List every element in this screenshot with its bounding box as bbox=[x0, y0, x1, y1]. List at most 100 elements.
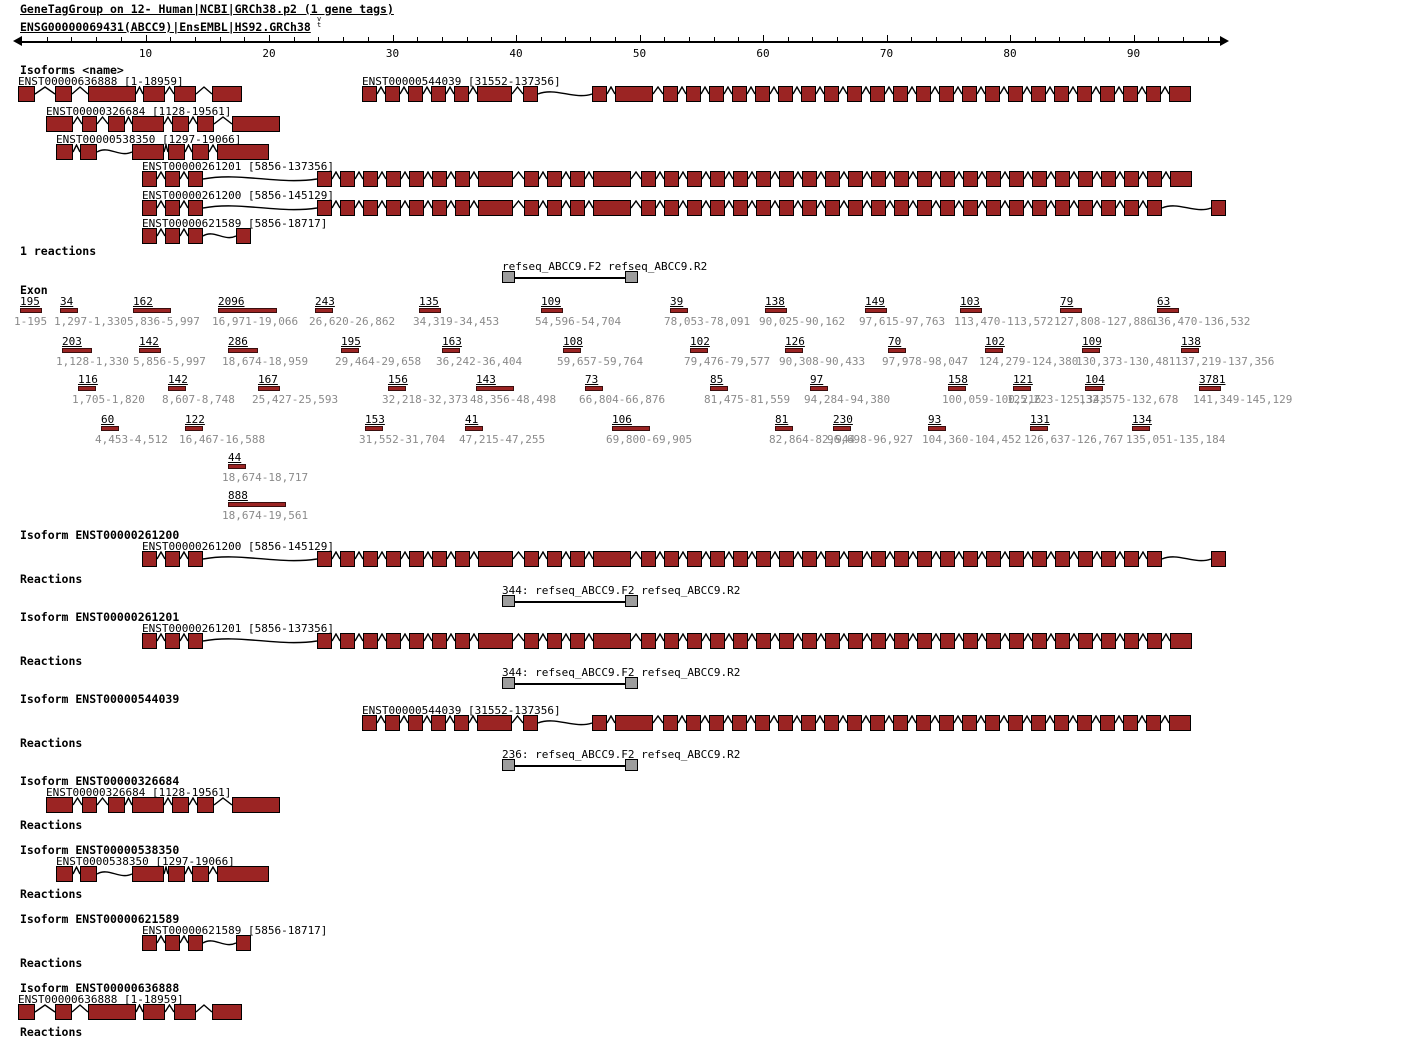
exon-block[interactable] bbox=[894, 551, 909, 567]
exon-length-label[interactable]: 138 bbox=[765, 295, 785, 308]
exon-block[interactable] bbox=[917, 171, 932, 187]
exon-length-bar[interactable] bbox=[185, 426, 203, 431]
exon-length-bar[interactable] bbox=[1082, 348, 1100, 353]
exon-block[interactable] bbox=[1008, 86, 1023, 102]
exon-block[interactable] bbox=[824, 715, 839, 731]
exon-block[interactable] bbox=[756, 200, 771, 216]
exon-length-bar[interactable] bbox=[78, 386, 96, 391]
exon-block[interactable] bbox=[755, 86, 770, 102]
exon-block[interactable] bbox=[1101, 171, 1116, 187]
exon-block[interactable] bbox=[1055, 551, 1070, 567]
exon-block[interactable] bbox=[1009, 551, 1024, 567]
exon-block[interactable] bbox=[917, 200, 932, 216]
exon-length-label[interactable]: 39 bbox=[670, 295, 684, 308]
exon-block[interactable] bbox=[454, 86, 469, 102]
transcript-label[interactable]: ENST00000326684 [1128-19561] bbox=[46, 786, 232, 799]
exon-block[interactable] bbox=[132, 144, 164, 160]
exon-block[interactable] bbox=[132, 866, 164, 882]
exon-length-bar[interactable] bbox=[948, 386, 966, 391]
exon-block[interactable] bbox=[1009, 171, 1024, 187]
exon-block[interactable] bbox=[1055, 200, 1070, 216]
transcript-label[interactable]: ENST00000538350 [1297-19066] bbox=[56, 133, 242, 146]
exon-block[interactable] bbox=[963, 171, 978, 187]
exon-block[interactable] bbox=[779, 200, 794, 216]
exon-block[interactable] bbox=[340, 200, 355, 216]
exon-block[interactable] bbox=[80, 144, 97, 160]
exon-block[interactable] bbox=[962, 86, 977, 102]
isoform-section-heading[interactable]: Isoform ENST00000621589 bbox=[20, 912, 180, 926]
exon-block[interactable] bbox=[940, 200, 955, 216]
exon-block[interactable] bbox=[362, 715, 377, 731]
exon-length-bar[interactable] bbox=[315, 308, 333, 313]
exon-block[interactable] bbox=[802, 200, 817, 216]
exon-block[interactable] bbox=[168, 144, 185, 160]
transcript-label[interactable]: ENST0000538350 [1297-19066] bbox=[56, 855, 235, 868]
exon-block[interactable] bbox=[317, 551, 332, 567]
exon-block[interactable] bbox=[825, 633, 840, 649]
exon-length-bar[interactable] bbox=[365, 426, 383, 431]
exon-block[interactable] bbox=[710, 171, 725, 187]
exon-block[interactable] bbox=[142, 228, 157, 244]
transcript-label[interactable]: ENST00000544039 [31552-137356] bbox=[362, 75, 561, 88]
exon-block[interactable] bbox=[593, 633, 631, 649]
exon-block[interactable] bbox=[641, 551, 656, 567]
exon-length-bar[interactable] bbox=[60, 308, 78, 313]
exon-length-bar[interactable] bbox=[388, 386, 406, 391]
exon-block[interactable] bbox=[963, 551, 978, 567]
exon-block[interactable] bbox=[917, 633, 932, 649]
exon-block[interactable] bbox=[871, 551, 886, 567]
exon-length-label[interactable]: 63 bbox=[1157, 295, 1171, 308]
exon-length-label[interactable]: 109 bbox=[541, 295, 561, 308]
exon-length-label[interactable]: 2096 bbox=[218, 295, 245, 308]
transcript-label[interactable]: ENST00000261201 [5856-137356] bbox=[142, 622, 335, 635]
exon-block[interactable] bbox=[985, 715, 1000, 731]
reaction-label[interactable]: 344: refseq_ABCC9.F2 refseq_ABCC9.R2 bbox=[502, 584, 741, 597]
exon-block[interactable] bbox=[142, 171, 157, 187]
exon-length-label[interactable]: 230 bbox=[833, 413, 853, 426]
exon-block[interactable] bbox=[363, 551, 378, 567]
exon-length-bar[interactable] bbox=[101, 426, 119, 431]
exon-length-label[interactable]: 888 bbox=[228, 489, 248, 502]
exon-block[interactable] bbox=[592, 715, 607, 731]
exon-block[interactable] bbox=[165, 935, 180, 951]
exon-block[interactable] bbox=[18, 86, 35, 102]
gene-identifier[interactable]: ENSG00000069431(ABCC9)|EnsEMBL|HS92.GRCh… bbox=[20, 20, 311, 34]
exon-block[interactable] bbox=[477, 86, 512, 102]
exon-block[interactable] bbox=[592, 86, 607, 102]
exon-block[interactable] bbox=[455, 633, 470, 649]
exon-length-label[interactable]: 81 bbox=[775, 413, 789, 426]
exon-block[interactable] bbox=[192, 866, 209, 882]
exon-block[interactable] bbox=[870, 86, 885, 102]
exon-length-bar[interactable] bbox=[833, 426, 851, 431]
exon-block[interactable] bbox=[88, 86, 136, 102]
exon-length-label[interactable]: 134 bbox=[1132, 413, 1152, 426]
exon-block[interactable] bbox=[165, 200, 180, 216]
exon-block[interactable] bbox=[824, 86, 839, 102]
exon-block[interactable] bbox=[1169, 86, 1191, 102]
exon-block[interactable] bbox=[547, 171, 562, 187]
exon-block[interactable] bbox=[663, 86, 678, 102]
exon-block[interactable] bbox=[664, 551, 679, 567]
exon-length-label[interactable]: 138 bbox=[1181, 335, 1201, 348]
exon-length-bar[interactable] bbox=[20, 308, 42, 313]
exon-block[interactable] bbox=[687, 200, 702, 216]
exon-block[interactable] bbox=[317, 200, 332, 216]
exon-block[interactable] bbox=[188, 633, 203, 649]
exon-length-bar[interactable] bbox=[985, 348, 1003, 353]
exon-block[interactable] bbox=[1077, 86, 1092, 102]
reverse-primer-box[interactable] bbox=[625, 595, 638, 607]
exon-length-label[interactable]: 135 bbox=[419, 295, 439, 308]
forward-primer-box[interactable] bbox=[502, 595, 515, 607]
exon-block[interactable] bbox=[547, 200, 562, 216]
exon-length-bar[interactable] bbox=[585, 386, 603, 391]
exon-block[interactable] bbox=[894, 200, 909, 216]
exon-length-bar[interactable] bbox=[1181, 348, 1199, 353]
exon-block[interactable] bbox=[431, 86, 446, 102]
exon-block[interactable] bbox=[165, 633, 180, 649]
exon-block[interactable] bbox=[779, 171, 794, 187]
exon-length-bar[interactable] bbox=[258, 386, 280, 391]
exon-block[interactable] bbox=[408, 86, 423, 102]
exon-length-bar[interactable] bbox=[710, 386, 728, 391]
exon-block[interactable] bbox=[524, 551, 539, 567]
exon-block[interactable] bbox=[363, 200, 378, 216]
